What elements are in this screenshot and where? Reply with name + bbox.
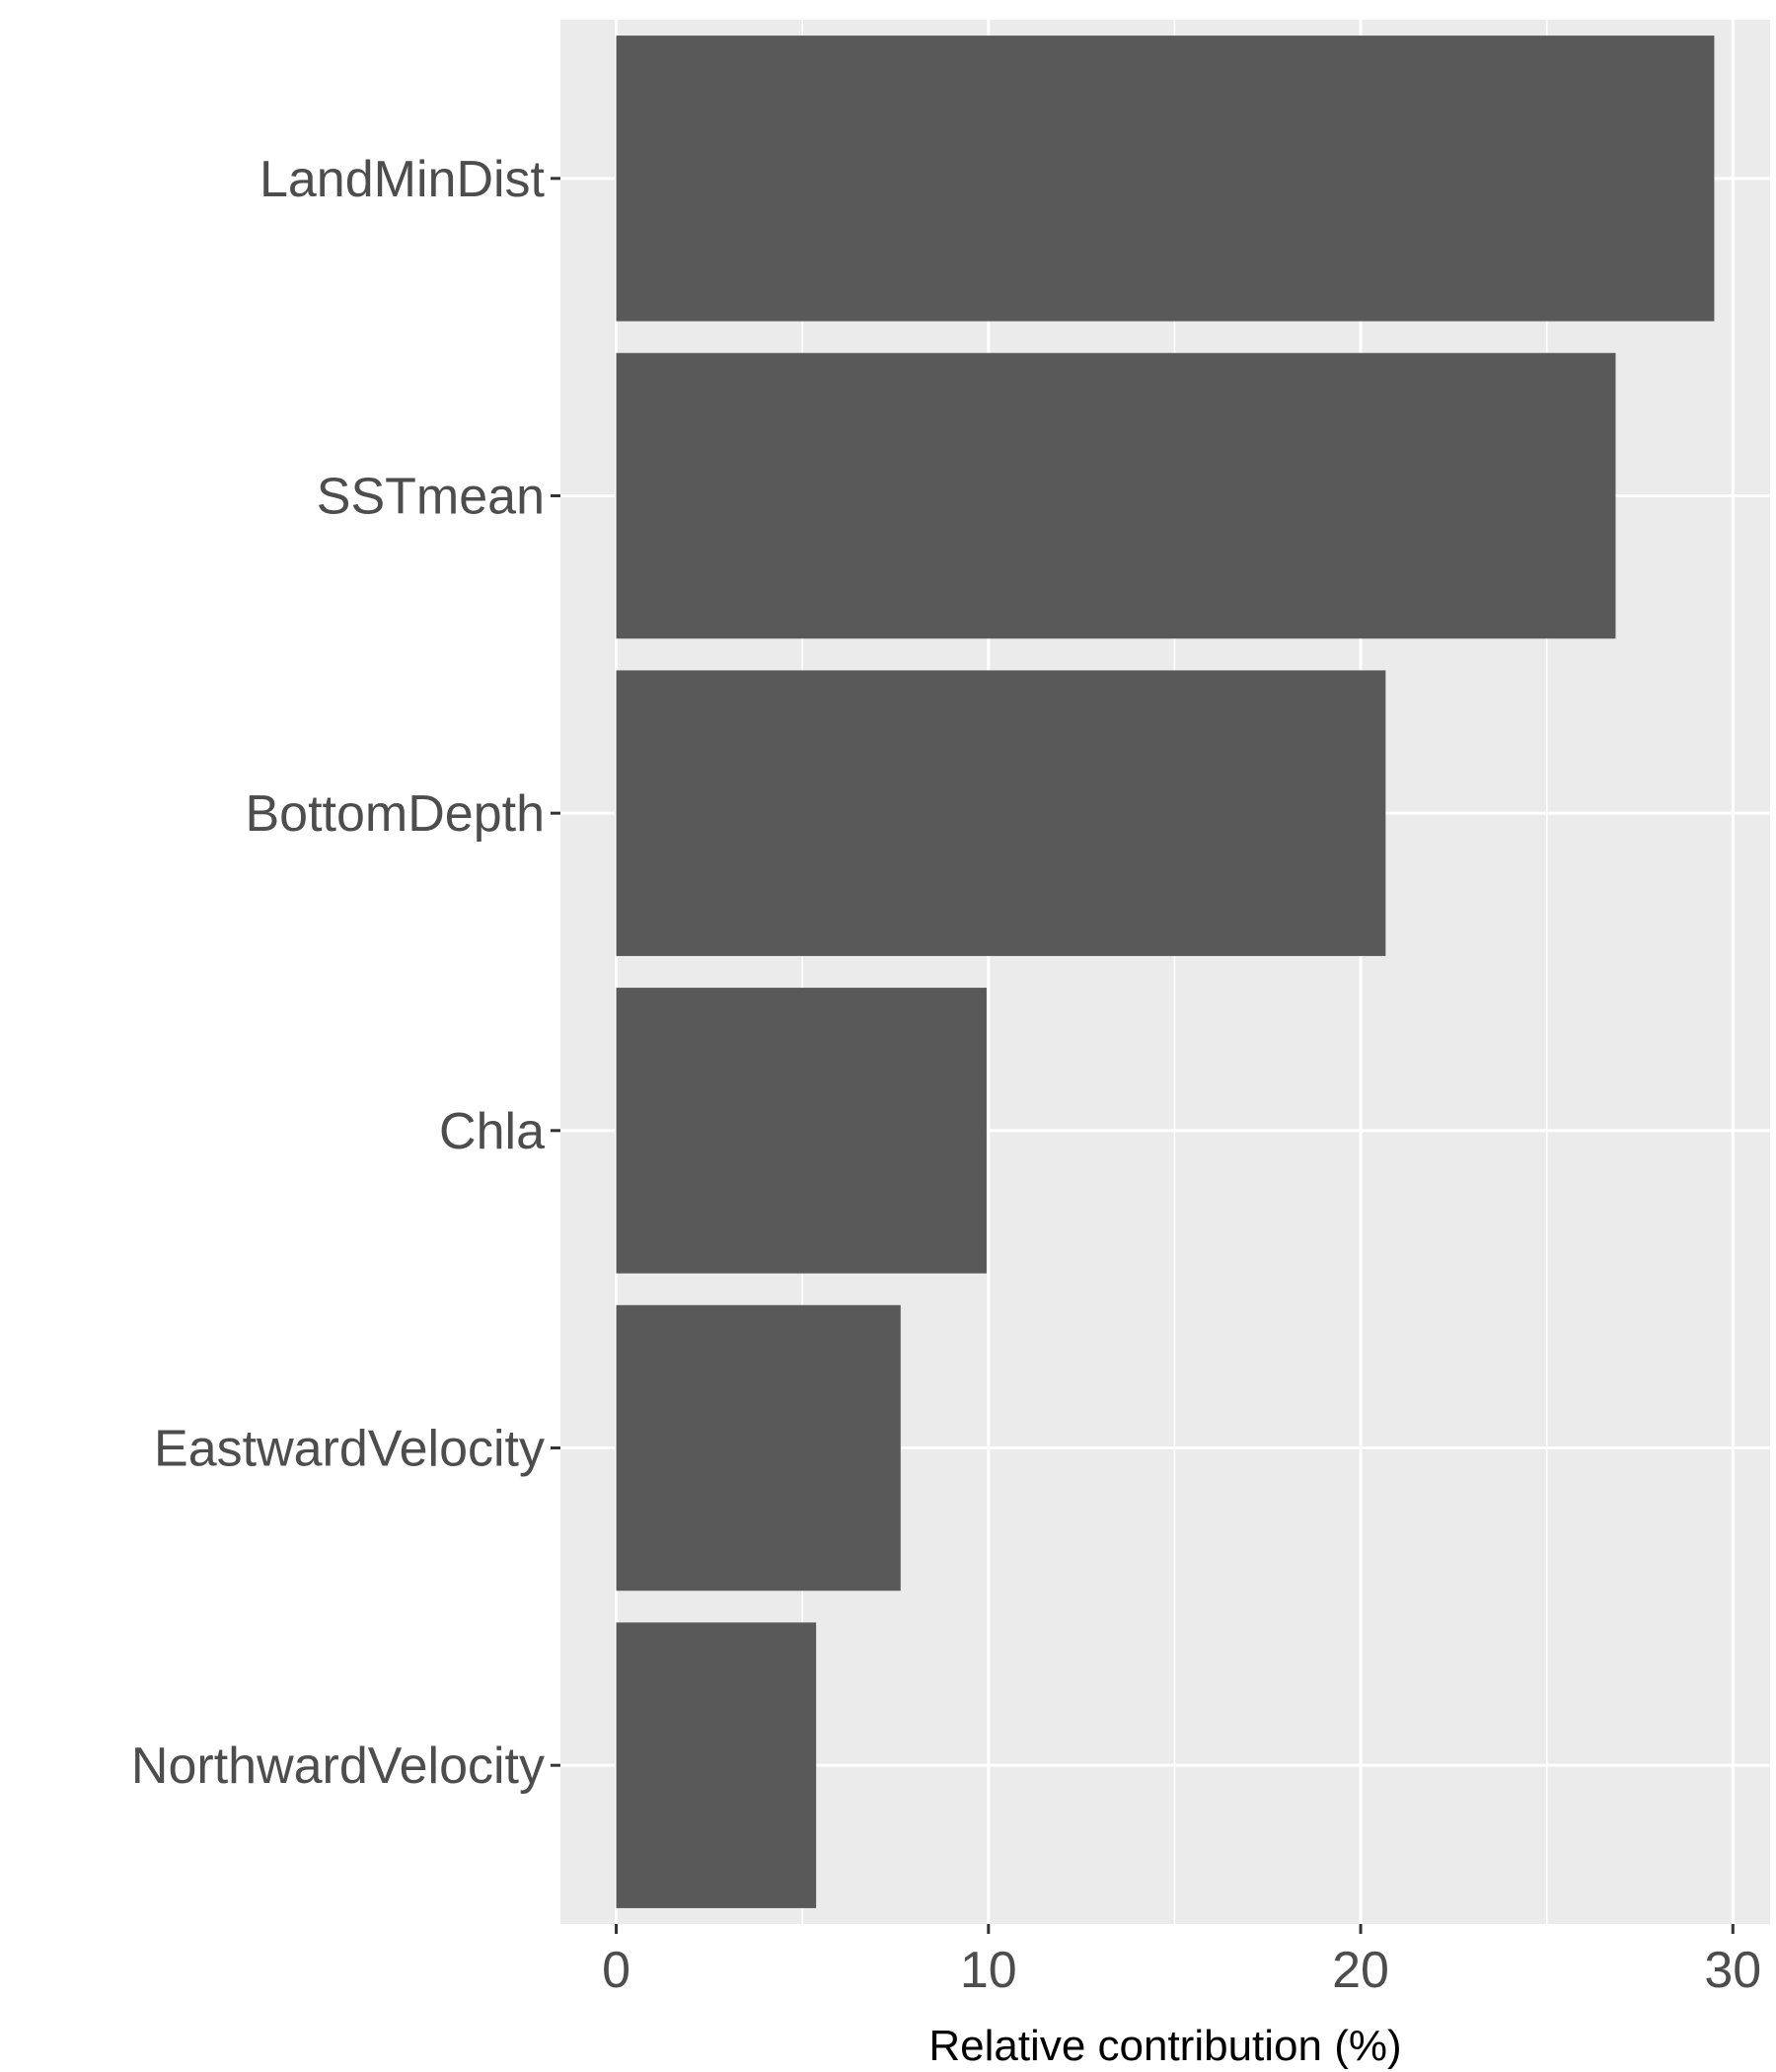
x-tick-label: 30 — [1704, 1942, 1761, 1999]
minor-gridlines — [801, 20, 1548, 1924]
bar-NorthwardVelocity — [616, 1622, 817, 1908]
plot-panel — [560, 20, 1770, 1924]
bar-EastwardVelocity — [616, 1304, 901, 1591]
bar-Chla — [616, 988, 987, 1274]
bar-SSTmean — [616, 352, 1616, 639]
y-tick-label: NorthwardVelocity — [131, 1738, 545, 1795]
bar-LandMinDist — [616, 36, 1715, 322]
x-tick-label: 10 — [960, 1942, 1017, 1999]
y-tick-label: LandMinDist — [259, 151, 546, 208]
y-tick-label: SSTmean — [317, 469, 545, 526]
y-axis: LandMinDist SSTmean BottomDepth Chla Eastwar… — [131, 151, 560, 1795]
x-tick-label: 0 — [602, 1942, 630, 1999]
y-tick-label: Chla — [439, 1103, 545, 1160]
y-tick-label: BottomDepth — [246, 785, 546, 843]
bars — [616, 36, 1715, 1908]
x-axis-title: Relative contribution (%) — [928, 2022, 1401, 2070]
x-axis: 0 10 20 30 — [602, 1924, 1761, 1999]
bar-BottomDepth — [616, 670, 1386, 956]
x-tick-label: 20 — [1332, 1942, 1389, 1999]
y-tick-label: EastwardVelocity — [154, 1421, 545, 1478]
